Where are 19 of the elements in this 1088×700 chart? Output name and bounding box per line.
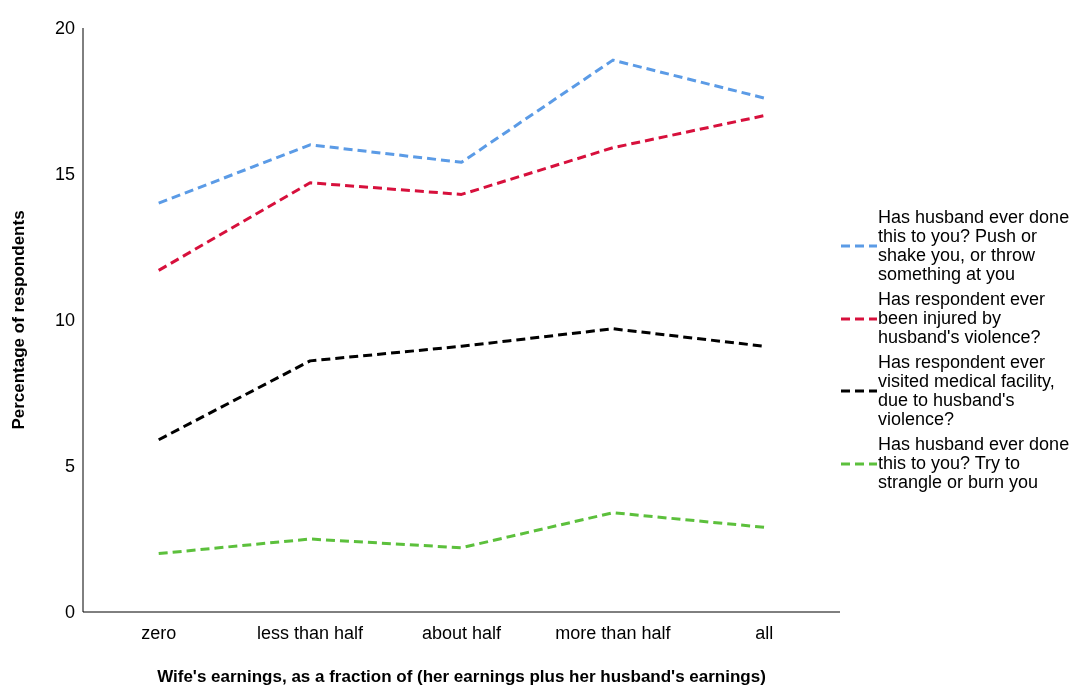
x-tick-label: more than half bbox=[555, 622, 672, 643]
legend-label: Has husband ever done this to you? Push or shake you, or throw something at you bbox=[878, 207, 1071, 284]
legend-label: Has husband ever done this to you? Try to strangle or burn you bbox=[878, 434, 1071, 492]
y-tick-label: 10 bbox=[54, 310, 75, 331]
x-tick-label: all bbox=[755, 622, 774, 643]
x-tick-label: about half bbox=[421, 622, 503, 643]
x-tick-label: zero bbox=[141, 622, 177, 643]
line-series bbox=[157, 58, 766, 205]
line-series bbox=[157, 511, 766, 556]
legend-label: Has respondent ever visited medical facility, due to husband's violence? bbox=[878, 352, 1056, 429]
x-tick-label: less than half bbox=[257, 622, 365, 643]
y-tick-label: 0 bbox=[64, 602, 75, 623]
y-tick-label: 15 bbox=[54, 164, 75, 185]
legend-label: Has respondent ever been injured by husband's violence? bbox=[878, 289, 1047, 347]
line-series bbox=[157, 114, 766, 272]
x-axis-title: Wife's earnings, as a fraction of (her earnings plus her husband's earnings) bbox=[157, 667, 766, 686]
y-axis-title: Percentage of respondents bbox=[9, 210, 29, 430]
y-tick-label: 5 bbox=[64, 456, 75, 477]
y-tick-label: 20 bbox=[54, 18, 75, 39]
